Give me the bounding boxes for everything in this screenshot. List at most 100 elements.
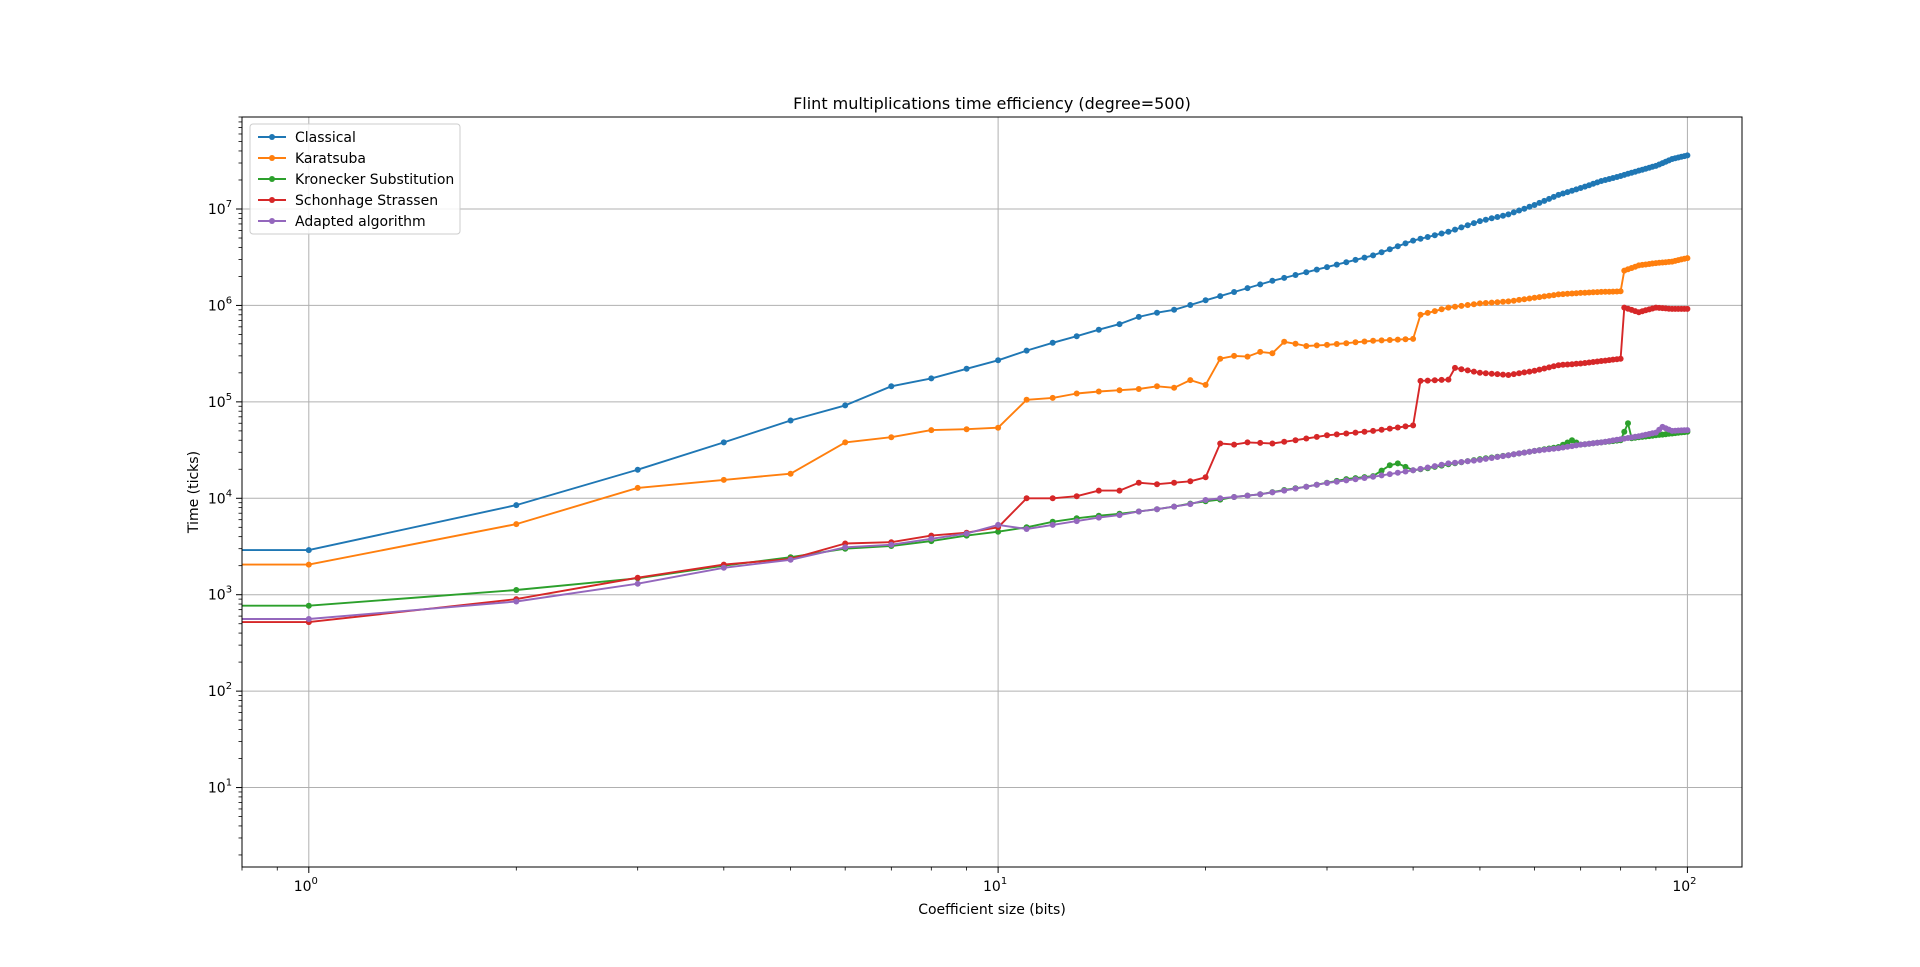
data-point bbox=[1445, 376, 1452, 383]
data-point bbox=[1445, 460, 1452, 467]
data-point bbox=[1187, 377, 1194, 384]
data-point bbox=[1244, 353, 1251, 360]
data-point bbox=[1187, 302, 1194, 308]
data-point bbox=[1555, 362, 1562, 369]
x-axis: 100 101 102 bbox=[241, 867, 1697, 895]
data-point bbox=[720, 476, 727, 483]
data-point bbox=[1521, 205, 1528, 212]
data-point bbox=[1560, 444, 1566, 451]
data-point bbox=[1494, 371, 1501, 378]
data-point bbox=[1438, 376, 1445, 383]
x-axis-label: Coefficient size (bits) bbox=[918, 902, 1066, 918]
data-point bbox=[1476, 218, 1483, 225]
legend-item: Classical bbox=[258, 130, 356, 146]
data-point bbox=[1352, 429, 1359, 436]
data-point bbox=[1516, 450, 1523, 457]
data-point bbox=[1541, 197, 1548, 204]
data-point bbox=[1386, 462, 1393, 469]
data-point bbox=[1023, 495, 1030, 502]
x-tick-label: 101 bbox=[983, 876, 1007, 895]
data-point bbox=[1500, 453, 1506, 460]
data-point bbox=[1394, 336, 1401, 343]
legend-box bbox=[249, 123, 461, 235]
legend-item: Karatsuba bbox=[258, 151, 366, 167]
data-point bbox=[1343, 340, 1350, 347]
data-point bbox=[1494, 214, 1501, 220]
data-point bbox=[1488, 299, 1495, 306]
data-point bbox=[1458, 224, 1465, 231]
data-point bbox=[305, 561, 312, 568]
legend: Classical Karatsuba Kronecker Substitution… bbox=[249, 123, 461, 235]
data-point bbox=[1343, 477, 1350, 484]
data-point bbox=[787, 556, 794, 563]
data-point bbox=[842, 439, 849, 446]
plot-frame bbox=[241, 116, 1743, 868]
legend-marker bbox=[269, 176, 275, 182]
legend-marker bbox=[269, 197, 275, 203]
data-point bbox=[928, 427, 935, 434]
chart-title: Flint multiplications time efficiency (d… bbox=[793, 94, 1191, 113]
data-point bbox=[1526, 368, 1533, 375]
data-point bbox=[1378, 249, 1385, 256]
data-point bbox=[1352, 256, 1359, 263]
data-point bbox=[1231, 441, 1238, 448]
data-point bbox=[1303, 483, 1310, 490]
data-point bbox=[1550, 445, 1557, 452]
series-4 bbox=[242, 423, 1691, 622]
y-axis: 101 102 103 104 105 106 107 bbox=[208, 116, 242, 856]
data-point bbox=[634, 580, 641, 587]
data-point bbox=[888, 541, 895, 548]
data-point bbox=[1482, 455, 1489, 462]
data-point bbox=[1476, 300, 1483, 307]
data-point bbox=[1361, 254, 1368, 261]
data-point bbox=[1536, 294, 1543, 301]
data-point bbox=[513, 521, 520, 528]
data-point bbox=[720, 439, 727, 446]
y-tick-label: 103 bbox=[208, 585, 232, 604]
data-point bbox=[1324, 480, 1330, 486]
data-point bbox=[1505, 298, 1512, 305]
data-point bbox=[1564, 443, 1571, 450]
data-point bbox=[888, 383, 895, 390]
data-point bbox=[1049, 394, 1056, 401]
data-point bbox=[1073, 390, 1080, 397]
data-point bbox=[1564, 439, 1571, 446]
data-point bbox=[1116, 512, 1123, 519]
data-point bbox=[1333, 261, 1340, 268]
data-point bbox=[1244, 492, 1251, 499]
data-point bbox=[1402, 336, 1409, 343]
data-point bbox=[1187, 501, 1194, 508]
data-point bbox=[1343, 430, 1350, 437]
data-point bbox=[1526, 203, 1533, 210]
y-tick-label: 107 bbox=[208, 199, 232, 218]
data-point bbox=[1410, 467, 1417, 474]
data-point bbox=[1394, 469, 1401, 476]
data-point bbox=[1510, 371, 1517, 378]
data-point bbox=[1424, 234, 1431, 240]
data-point bbox=[995, 357, 1002, 364]
data-point bbox=[1023, 526, 1030, 532]
data-point bbox=[1370, 427, 1377, 434]
data-point bbox=[1292, 437, 1299, 444]
data-point bbox=[1431, 308, 1438, 315]
legend-label: Adapted algorithm bbox=[295, 214, 426, 230]
data-point bbox=[1617, 288, 1624, 295]
data-point bbox=[1281, 487, 1288, 494]
data-point bbox=[1424, 309, 1431, 316]
data-point bbox=[1410, 237, 1417, 244]
data-point bbox=[1171, 306, 1178, 313]
data-point bbox=[1452, 459, 1458, 466]
data-point bbox=[1550, 193, 1557, 200]
data-point bbox=[1438, 461, 1445, 468]
data-point bbox=[1410, 335, 1417, 342]
data-point bbox=[1095, 326, 1102, 333]
data-point bbox=[1417, 311, 1424, 318]
data-point bbox=[1257, 439, 1264, 446]
data-point bbox=[1333, 341, 1340, 347]
data-point bbox=[1361, 428, 1368, 435]
data-point bbox=[1476, 456, 1483, 463]
data-point bbox=[1531, 294, 1538, 301]
data-point bbox=[1187, 478, 1194, 485]
data-point bbox=[1541, 446, 1548, 453]
data-point bbox=[1536, 447, 1543, 454]
